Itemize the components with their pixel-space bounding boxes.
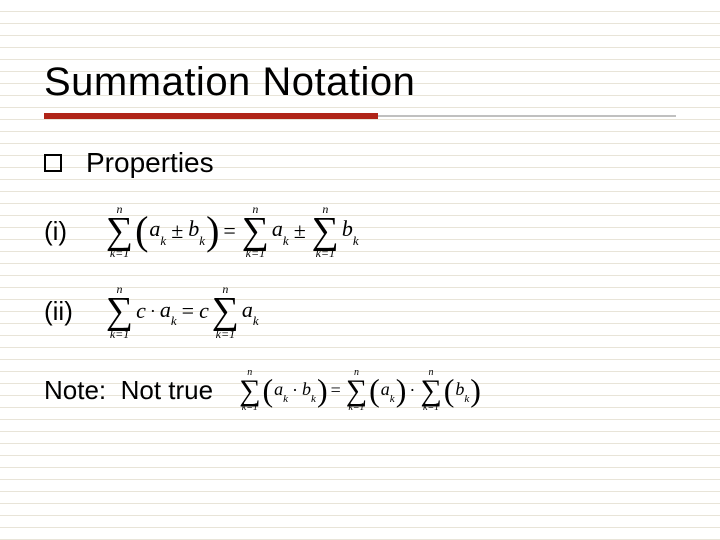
item-label-ii: (ii) [44,296,104,327]
bullet-label: Properties [86,147,214,179]
formula-ii: n ∑ k=1 c · ak = c n ∑ k=1 ak [104,283,260,339]
note-text: Note: Not true [44,375,213,406]
formula-note: n ∑ k=1 ( ak · bk ) = n ∑ k=1 ( ak ) · n… [237,368,481,414]
property-ii: (ii) n ∑ k=1 c · ak = c n ∑ k=1 ak [44,283,676,339]
item-label-i: (i) [44,216,104,247]
title-rule [44,113,676,119]
note-row: Note: Not true n ∑ k=1 ( ak · bk ) = n ∑… [44,368,676,414]
property-i: (i) n ∑ k=1 ( ak ± bk ) = n ∑ k=1 ak ± n… [44,203,676,259]
slide-content: Summation Notation Properties (i) n ∑ k=… [0,0,720,413]
bullet-row: Properties [44,147,676,179]
rule-gray [378,115,676,117]
rule-red [44,113,378,119]
slide-title: Summation Notation [44,60,676,105]
formula-i: n ∑ k=1 ( ak ± bk ) = n ∑ k=1 ak ± n ∑ k… [104,203,360,259]
bullet-box-icon [44,154,62,172]
